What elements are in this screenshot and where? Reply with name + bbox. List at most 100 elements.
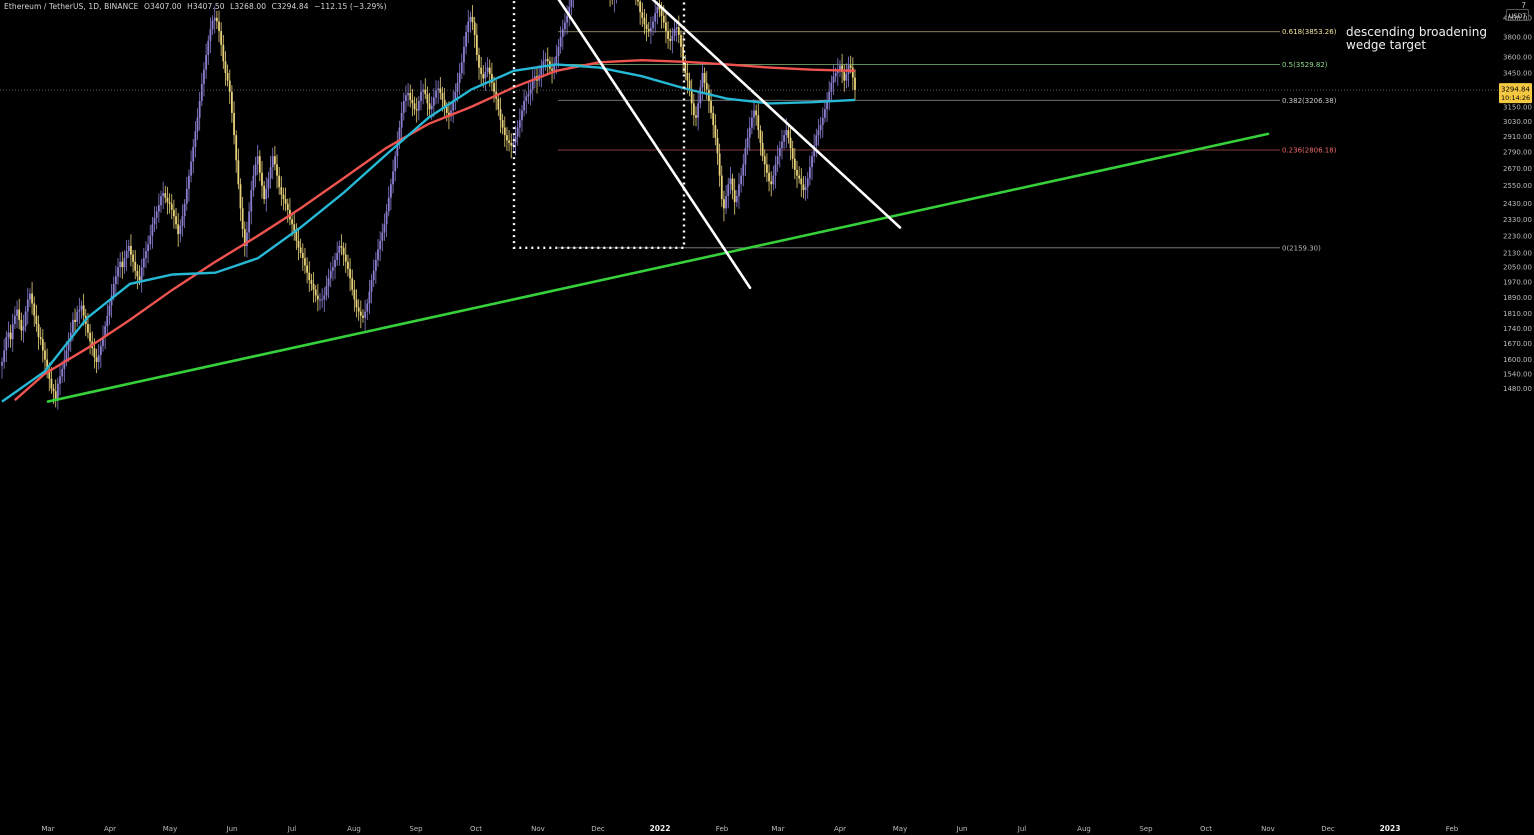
candle-body	[516, 127, 519, 137]
candle-body	[705, 82, 708, 90]
candle-body	[428, 103, 431, 110]
candle-body	[237, 160, 240, 185]
candle-body	[340, 245, 343, 248]
candle-body	[308, 272, 311, 281]
candle-body	[327, 278, 330, 286]
candle-body	[402, 101, 405, 113]
candle-body	[59, 376, 61, 384]
candle-body	[252, 175, 255, 191]
price-tick-label: 2790.00	[1503, 149, 1532, 157]
candle-body	[776, 156, 779, 165]
dotted-range-box	[512, 0, 686, 250]
candle-body	[209, 29, 212, 41]
candle-body	[304, 258, 306, 266]
candle-body	[145, 251, 147, 259]
price-tick-label: 2550.00	[1503, 182, 1532, 190]
candle-body	[99, 345, 102, 356]
candle-body	[205, 55, 208, 70]
candle-body	[385, 211, 388, 225]
candle-body	[720, 175, 723, 200]
wedge-lower-trendline	[557, 0, 752, 290]
candle-body	[198, 101, 201, 118]
candle-body	[506, 135, 508, 141]
candle-body	[839, 65, 841, 70]
candle-body	[725, 196, 727, 209]
candle-body	[20, 319, 23, 331]
time-tick-label: Sep	[1139, 825, 1153, 833]
candle-body	[441, 92, 444, 100]
candle-body	[525, 96, 528, 102]
candle-body	[669, 38, 672, 41]
candle-body	[806, 178, 809, 188]
candle-body	[368, 291, 371, 304]
candle-body	[701, 72, 704, 88]
candle-body	[413, 103, 416, 110]
candle-body	[841, 65, 844, 72]
candle-body	[671, 35, 674, 41]
ohlc-change: −112.15 (−3.29%)	[314, 2, 387, 11]
candle-body	[658, 6, 661, 10]
candle-body	[458, 72, 461, 83]
candle-body	[510, 142, 513, 146]
candle-body	[400, 112, 403, 128]
candle-body	[258, 156, 261, 173]
candle-body	[52, 388, 55, 392]
candle-body	[677, 27, 680, 35]
candle-body	[250, 190, 253, 212]
candle-body	[432, 97, 435, 106]
candle-body	[778, 148, 781, 157]
candle-body	[231, 91, 233, 113]
ohlc-low: L3268.00	[230, 2, 267, 11]
candle-body	[39, 337, 42, 340]
currency-unit-button[interactable]: USDT	[1506, 9, 1529, 21]
ohlc-close: C3294.84	[271, 2, 309, 11]
candle-body	[353, 289, 356, 300]
candle-body	[24, 311, 27, 327]
time-tick-label: Jun	[226, 825, 238, 833]
time-tick-label: Dec	[591, 825, 605, 833]
candle-body	[667, 31, 669, 39]
candle-body	[166, 197, 169, 203]
candle-body	[220, 31, 223, 45]
candle-body	[490, 74, 493, 83]
time-tick-label: May	[163, 825, 177, 833]
candle-body	[521, 110, 523, 121]
candle-body	[188, 175, 190, 189]
candle-body	[31, 293, 33, 304]
time-tick-label: May	[893, 825, 907, 833]
candle-body	[351, 278, 354, 290]
candle-body	[854, 77, 856, 91]
candle-body	[482, 74, 485, 79]
candle-body	[194, 131, 197, 147]
price-tick-label: 1970.00	[1503, 279, 1532, 287]
candle-body	[570, 0, 573, 7]
time-tick-label: Dec	[1321, 825, 1335, 833]
candle-body	[460, 62, 463, 73]
candle-body	[44, 350, 46, 360]
time-tick-label: Feb	[1446, 825, 1459, 833]
candle-body	[93, 348, 96, 358]
price-tick-label: 1600.00	[1503, 356, 1532, 364]
candle-body	[297, 240, 300, 248]
candle-body	[22, 326, 25, 331]
candle-body	[750, 117, 753, 128]
candle-body	[712, 112, 715, 126]
bar-countdown-label: 10:14:26	[1501, 94, 1530, 102]
symbol-title[interactable]: Ethereum / TetherUS, 1D, BINANCE	[4, 2, 139, 11]
candle-body	[61, 369, 64, 377]
candle-body	[439, 88, 442, 93]
time-tick-label: Jul	[287, 825, 297, 833]
candle-body	[175, 216, 177, 225]
candle-body	[374, 259, 377, 271]
candle-body	[7, 332, 10, 338]
candle-body	[37, 324, 40, 338]
price-tick-label: 1890.00	[1503, 294, 1532, 302]
candle-body	[757, 115, 760, 131]
candle-body	[826, 101, 828, 110]
candle-body	[207, 40, 210, 56]
candle-body	[29, 293, 31, 300]
candle-body	[389, 184, 392, 198]
price-tick-label: 1670.00	[1503, 340, 1532, 348]
candle-body	[695, 115, 697, 118]
